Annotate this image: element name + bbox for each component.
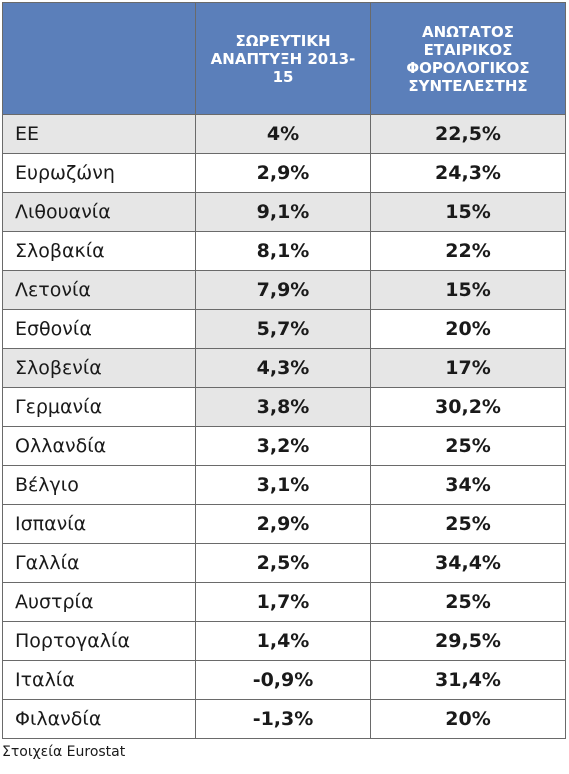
table-row: Φιλανδία -1,3% 20%: [2, 699, 566, 739]
table-header: ΣΩΡΕΥΤΙΚΗ ΑΝΑΠΤΥΞΗ 2013-15 ΑΝΩΤΑΤΟΣ ΕΤΑΙ…: [2, 2, 566, 115]
country-cell: Βέλγιο: [2, 465, 196, 505]
growth-cell: 2,9%: [195, 504, 371, 544]
tax-rate-cell: 22,5%: [370, 114, 566, 154]
country-cell: Ισπανία: [2, 504, 196, 544]
growth-cell: 3,8%: [195, 387, 371, 427]
country-cell: Λετονία: [2, 270, 196, 310]
table-row: Αυστρία 1,7% 25%: [2, 582, 566, 622]
source-note: Στοιχεία Eurostat: [2, 744, 126, 760]
table-row: ΕΕ 4% 22,5%: [2, 114, 566, 154]
growth-tax-table: ΣΩΡΕΥΤΙΚΗ ΑΝΑΠΤΥΞΗ 2013-15 ΑΝΩΤΑΤΟΣ ΕΤΑΙ…: [2, 2, 566, 739]
tax-rate-cell: 25%: [370, 582, 566, 622]
table-row: Ιταλία -0,9% 31,4%: [2, 660, 566, 700]
country-cell: Γαλλία: [2, 543, 196, 583]
growth-cell: 8,1%: [195, 231, 371, 271]
table-row: Βέλγιο 3,1% 34%: [2, 465, 566, 505]
growth-cell: 4%: [195, 114, 371, 154]
country-cell: Φιλανδία: [2, 699, 196, 739]
country-cell: Σλοβακία: [2, 231, 196, 271]
growth-cell: 7,9%: [195, 270, 371, 310]
table-row: Σλοβακία 8,1% 22%: [2, 231, 566, 271]
growth-cell: 1,4%: [195, 621, 371, 661]
country-cell: Ιταλία: [2, 660, 196, 700]
country-cell: ΕΕ: [2, 114, 196, 154]
tax-rate-cell: 25%: [370, 426, 566, 466]
table-row: Ολλανδία 3,2% 25%: [2, 426, 566, 466]
tax-rate-cell: 25%: [370, 504, 566, 544]
growth-cell: 5,7%: [195, 309, 371, 349]
tax-rate-cell: 15%: [370, 192, 566, 232]
growth-cell: 1,7%: [195, 582, 371, 622]
tax-rate-cell: 29,5%: [370, 621, 566, 661]
growth-cell: -1,3%: [195, 699, 371, 739]
tax-rate-cell: 24,3%: [370, 153, 566, 193]
tax-rate-cell: 17%: [370, 348, 566, 388]
country-cell: Γερμανία: [2, 387, 196, 427]
growth-cell: 9,1%: [195, 192, 371, 232]
growth-cell: -0,9%: [195, 660, 371, 700]
growth-cell: 3,2%: [195, 426, 371, 466]
header-tax-rate: ΑΝΩΤΑΤΟΣ ΕΤΑΙΡΙΚΟΣ ΦΟΡΟΛΟΓΙΚΟΣ ΣΥΝΤΕΛΕΣΤ…: [370, 2, 566, 115]
table-row: Ισπανία 2,9% 25%: [2, 504, 566, 544]
table-row: Λετονία 7,9% 15%: [2, 270, 566, 310]
table-row: Γερμανία 3,8% 30,2%: [2, 387, 566, 427]
table-row: Σλοβενία 4,3% 17%: [2, 348, 566, 388]
growth-cell: 2,5%: [195, 543, 371, 583]
growth-cell: 2,9%: [195, 153, 371, 193]
header-growth: ΣΩΡΕΥΤΙΚΗ ΑΝΑΠΤΥΞΗ 2013-15: [195, 2, 371, 115]
table-body: ΕΕ 4% 22,5% Ευρωζώνη 2,9% 24,3% Λιθουανία 9,1% 1…: [2, 114, 566, 739]
country-cell: Λιθουανία: [2, 192, 196, 232]
tax-rate-cell: 31,4%: [370, 660, 566, 700]
tax-rate-cell: 34,4%: [370, 543, 566, 583]
table-row: Ευρωζώνη 2,9% 24,3%: [2, 153, 566, 193]
table-row: Γαλλία 2,5% 34,4%: [2, 543, 566, 583]
tax-rate-cell: 20%: [370, 699, 566, 739]
country-cell: Πορτογαλία: [2, 621, 196, 661]
header-row: ΣΩΡΕΥΤΙΚΗ ΑΝΑΠΤΥΞΗ 2013-15 ΑΝΩΤΑΤΟΣ ΕΤΑΙ…: [2, 2, 566, 115]
growth-cell: 3,1%: [195, 465, 371, 505]
tax-rate-cell: 34%: [370, 465, 566, 505]
country-cell: Ολλανδία: [2, 426, 196, 466]
country-cell: Ευρωζώνη: [2, 153, 196, 193]
country-cell: Σλοβενία: [2, 348, 196, 388]
header-corner-cell: [2, 2, 196, 115]
data-table-container: ΣΩΡΕΥΤΙΚΗ ΑΝΑΠΤΥΞΗ 2013-15 ΑΝΩΤΑΤΟΣ ΕΤΑΙ…: [2, 2, 566, 739]
growth-cell: 4,3%: [195, 348, 371, 388]
tax-rate-cell: 22%: [370, 231, 566, 271]
table-row: Πορτογαλία 1,4% 29,5%: [2, 621, 566, 661]
table-row: Λιθουανία 9,1% 15%: [2, 192, 566, 232]
tax-rate-cell: 20%: [370, 309, 566, 349]
table-row: Εσθονία 5,7% 20%: [2, 309, 566, 349]
tax-rate-cell: 30,2%: [370, 387, 566, 427]
tax-rate-cell: 15%: [370, 270, 566, 310]
country-cell: Εσθονία: [2, 309, 196, 349]
country-cell: Αυστρία: [2, 582, 196, 622]
